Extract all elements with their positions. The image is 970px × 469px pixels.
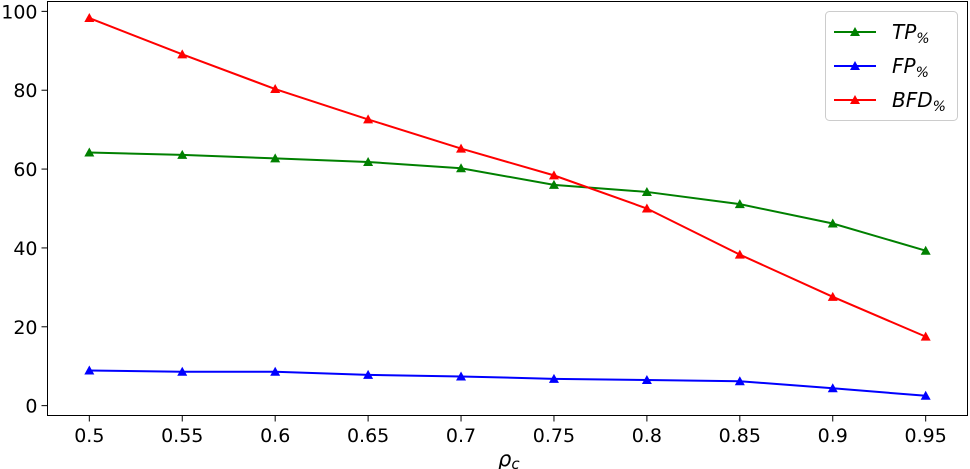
legend-label-main: FP bbox=[892, 54, 917, 78]
data-point-marker bbox=[456, 143, 467, 153]
data-point-marker bbox=[734, 199, 745, 209]
series-tp bbox=[84, 147, 931, 255]
x-tick-label: 0.55 bbox=[161, 425, 203, 447]
data-point-marker bbox=[548, 373, 559, 383]
y-axis: 0 20 40 60 80 100 bbox=[1, 1, 48, 418]
x-tick-label: 0.95 bbox=[905, 425, 947, 447]
data-point-marker bbox=[641, 203, 652, 213]
y-tick-label: 80 bbox=[13, 80, 37, 102]
x-tick-label: 0.85 bbox=[719, 425, 761, 447]
legend-marker bbox=[850, 61, 860, 70]
series-line bbox=[89, 369, 926, 397]
data-point-marker bbox=[363, 156, 374, 166]
data-point-marker bbox=[363, 114, 374, 124]
data-point-marker bbox=[827, 218, 838, 228]
legend-label: TP% bbox=[892, 20, 930, 47]
data-point-marker bbox=[270, 84, 281, 94]
x-tick-label: 0.65 bbox=[347, 425, 389, 447]
data-point-marker bbox=[920, 331, 931, 341]
x-axis-label: ρc bbox=[498, 447, 520, 469]
series-line bbox=[88, 17, 927, 338]
y-tick-label: 100 bbox=[1, 1, 37, 23]
data-point-marker bbox=[641, 186, 652, 196]
legend-label-main: TP bbox=[892, 20, 917, 44]
data-point-marker bbox=[456, 163, 467, 173]
data-point-marker bbox=[177, 49, 188, 59]
data-point-marker bbox=[84, 147, 95, 157]
x-tick-label: 0.75 bbox=[533, 425, 575, 447]
data-point-marker bbox=[270, 366, 281, 376]
x-tick-label: 0.9 bbox=[818, 425, 848, 447]
data-point-marker bbox=[548, 170, 559, 180]
data-point-marker bbox=[363, 369, 374, 379]
x-tick-label: 0.8 bbox=[632, 425, 662, 447]
x-axis-label-main: ρ bbox=[498, 447, 512, 469]
legend-label: BFD% bbox=[892, 88, 946, 115]
legend-label-sub: % bbox=[916, 31, 929, 47]
series-fp bbox=[84, 365, 931, 400]
y-tick-label: 40 bbox=[13, 238, 37, 260]
data-point-marker bbox=[827, 383, 838, 393]
plot-frame bbox=[47, 1, 968, 416]
legend-marker bbox=[850, 95, 860, 104]
data-point-marker bbox=[827, 291, 838, 301]
legend-marker bbox=[850, 27, 860, 36]
x-tick-label: 0.7 bbox=[446, 425, 476, 447]
legend-label-sub: % bbox=[916, 65, 929, 81]
data-point-marker bbox=[734, 249, 745, 259]
legend: TP%FP%BFD% bbox=[825, 11, 958, 121]
data-point-marker bbox=[270, 153, 281, 163]
series-line bbox=[89, 151, 926, 252]
x-tick-label: 0.6 bbox=[260, 425, 290, 447]
legend-label-main: BFD bbox=[892, 88, 933, 112]
y-tick-label: 0 bbox=[25, 396, 37, 418]
legend-label: FP% bbox=[892, 54, 929, 81]
x-tick-label: 0.5 bbox=[74, 425, 104, 447]
legend-box bbox=[825, 11, 958, 121]
data-point-marker bbox=[84, 365, 95, 375]
data-point-marker bbox=[84, 13, 95, 23]
data-point-marker bbox=[920, 245, 931, 255]
data-point-marker bbox=[177, 149, 188, 159]
x-axis-label-sub: c bbox=[511, 455, 520, 469]
series-bfd bbox=[84, 13, 931, 341]
y-tick-label: 20 bbox=[13, 317, 37, 339]
series-layer bbox=[84, 13, 931, 400]
data-point-marker bbox=[920, 390, 931, 400]
x-axis: 0.5 0.55 0.6 0.65 0.7 0.75 0.8 0.85 0.9 0.95 bbox=[74, 415, 947, 447]
data-point-marker bbox=[548, 179, 559, 189]
y-tick-label: 60 bbox=[13, 159, 37, 181]
data-point-marker bbox=[734, 376, 745, 386]
data-point-marker bbox=[641, 375, 652, 385]
data-point-marker bbox=[456, 371, 467, 381]
data-point-marker bbox=[177, 366, 188, 376]
legend-label-sub: % bbox=[933, 99, 946, 115]
